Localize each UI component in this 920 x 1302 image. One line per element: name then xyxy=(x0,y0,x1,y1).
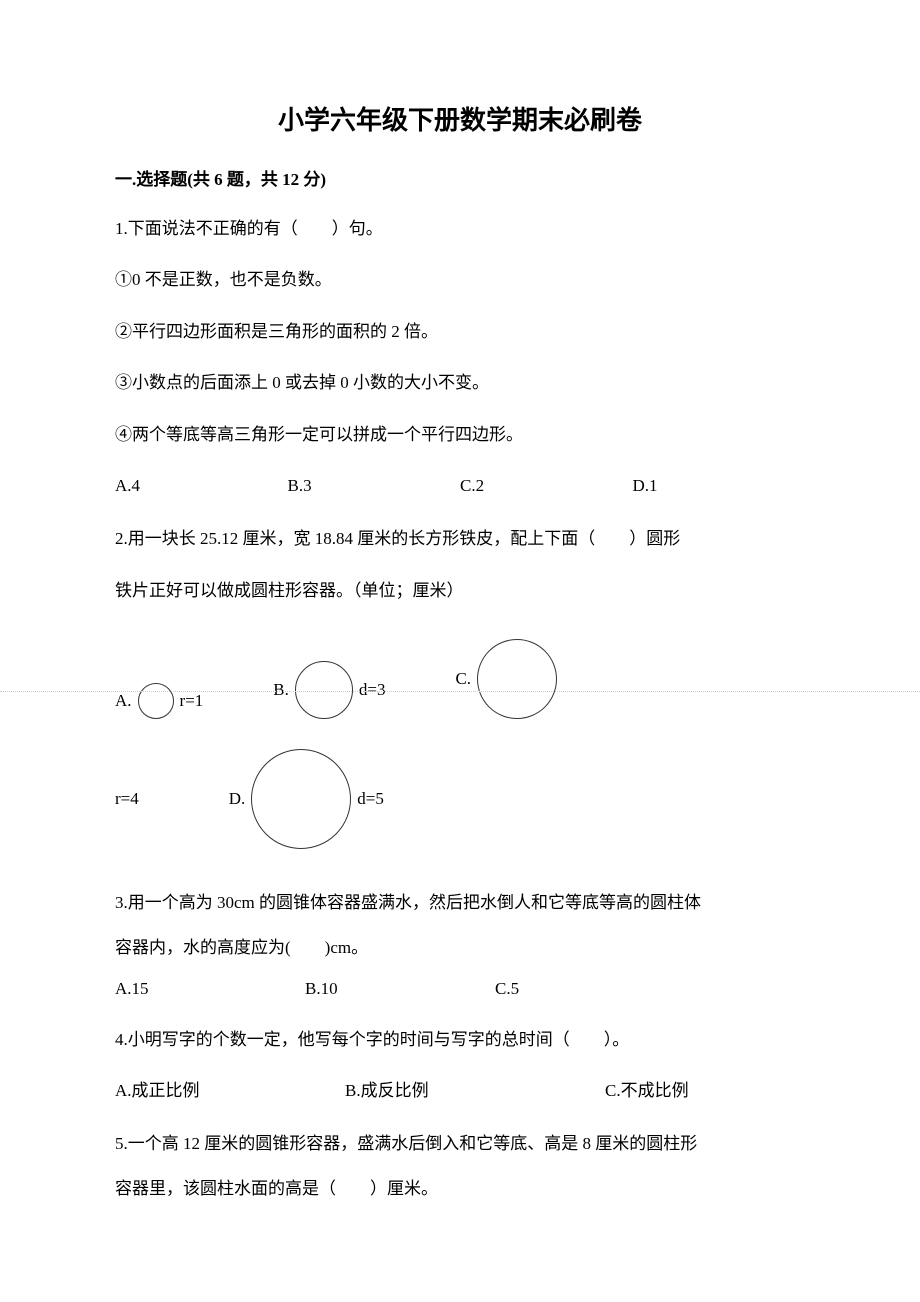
q2-d-value: d=5 xyxy=(357,789,384,809)
q2-c-label: C. xyxy=(455,669,471,689)
q2-d-label: D. xyxy=(229,789,246,809)
q1-sub2: ②平行四边形面积是三角形的面积的 2 倍。 xyxy=(115,313,805,350)
q1-option-c: C.2 xyxy=(460,467,633,504)
circle-d-icon xyxy=(251,749,351,849)
q4-option-c: C.不成比例 xyxy=(605,1072,689,1109)
q2-a-value: r=1 xyxy=(180,691,204,711)
q2-option-a: A. r=1 xyxy=(115,683,203,719)
q2-c-value: r=4 xyxy=(115,789,139,809)
q2-line1: 2.用一块长 25.12 厘米，宽 18.84 厘米的长方形铁皮，配上下面（ ）… xyxy=(115,520,805,557)
dotted-separator xyxy=(0,691,920,692)
q4-option-a: A.成正比例 xyxy=(115,1072,345,1109)
q1-options: A.4 B.3 C.2 D.1 xyxy=(115,467,805,504)
q2-options-row1: A. r=1 B. d=3 C. xyxy=(115,639,805,719)
q1-sub4: ④两个等底等高三角形一定可以拼成一个平行四边形。 xyxy=(115,416,805,453)
q2-option-d: D. d=5 xyxy=(229,749,384,849)
q2-options-row2: r=4 D. d=5 xyxy=(115,749,805,849)
q1-option-b: B.3 xyxy=(288,467,461,504)
q3-option-c: C.5 xyxy=(495,979,685,999)
q1-text: 1.下面说法不正确的有（ ）句。 xyxy=(115,210,805,247)
q3-options: A.15 B.10 C.5 xyxy=(115,979,805,999)
q1-sub1: ①0 不是正数，也不是负数。 xyxy=(115,261,805,298)
q3-line1: 3.用一个高为 30cm 的圆锥体容器盛满水，然后把水倒人和它等底等高的圆柱体 xyxy=(115,889,805,918)
section-1-header: 一.选择题(共 6 题，共 12 分) xyxy=(115,165,805,190)
q3-option-b: B.10 xyxy=(305,979,495,999)
q1-option-d: D.1 xyxy=(633,467,806,504)
page-title: 小学六年级下册数学期末必刷卷 xyxy=(115,100,805,137)
q5-line2: 容器里，该圆柱水面的高是（ ）厘米。 xyxy=(115,1175,805,1204)
q2-option-c: C. xyxy=(455,639,563,719)
q4-options: A.成正比例 B.成反比例 C.不成比例 xyxy=(115,1072,805,1109)
q3-line2: 容器内，水的高度应为( )cm。 xyxy=(115,934,805,963)
q2-a-label: A. xyxy=(115,691,132,711)
q3-option-a: A.15 xyxy=(115,979,305,999)
q2-line2: 铁片正好可以做成圆柱形容器。（单位；厘米） xyxy=(115,572,805,609)
q5-line1: 5.一个高 12 厘米的圆锥形容器，盛满水后倒入和它等底、高是 8 厘米的圆柱形 xyxy=(115,1130,805,1159)
q4-text: 4.小明写字的个数一定，他写每个字的时间与写字的总时间（ ）。 xyxy=(115,1021,805,1058)
circle-a-icon xyxy=(138,683,174,719)
circle-c-icon xyxy=(477,639,557,719)
q4-option-b: B.成反比例 xyxy=(345,1072,605,1109)
q1-option-a: A.4 xyxy=(115,467,288,504)
q1-sub3: ③小数点的后面添上 0 或去掉 0 小数的大小不变。 xyxy=(115,364,805,401)
